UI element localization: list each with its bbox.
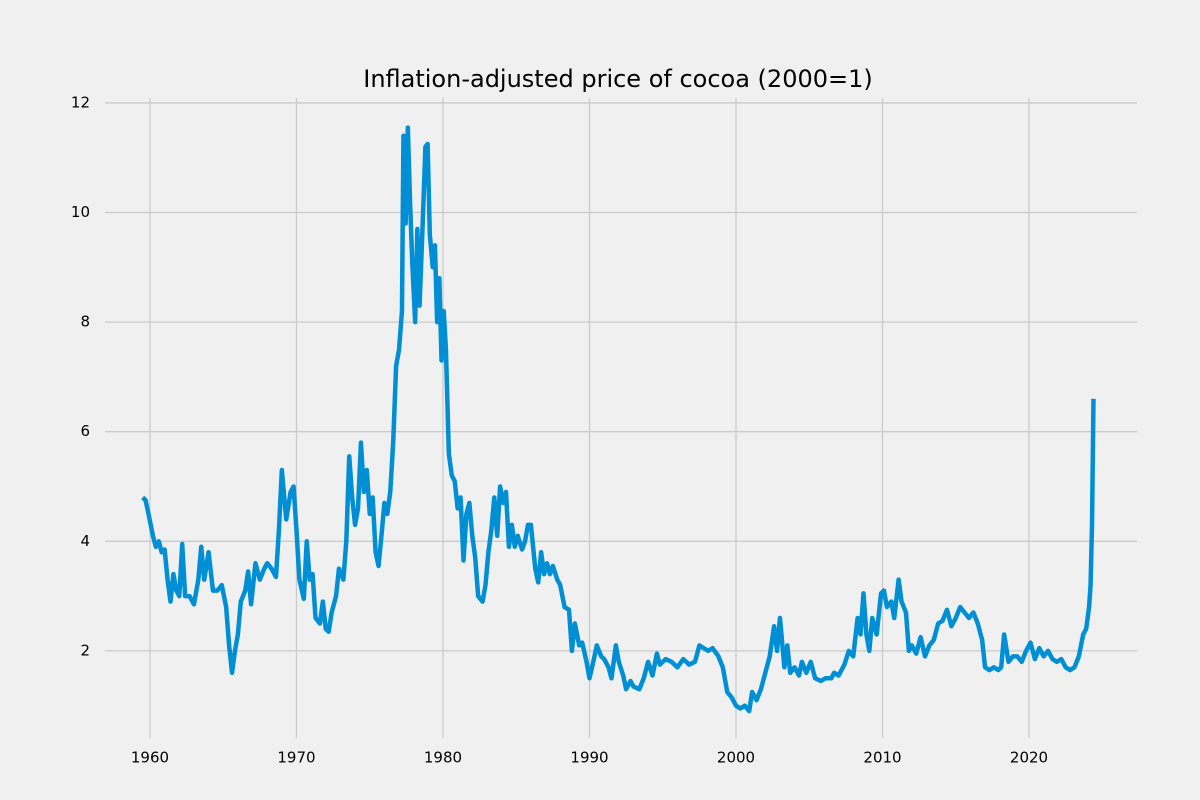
x-tick-label: 1990 [570, 749, 608, 767]
x-tick-label: 2020 [1010, 749, 1048, 767]
y-tick-label: 10 [71, 203, 90, 221]
y-tick-label: 12 [71, 93, 90, 111]
x-tick-label: 2000 [717, 749, 755, 767]
x-tick-label: 1970 [277, 749, 315, 767]
x-tick-label: 1960 [131, 749, 169, 767]
x-tick-label: 2010 [863, 749, 901, 767]
y-tick-label: 6 [80, 422, 90, 440]
y-tick-label: 8 [80, 313, 90, 331]
y-tick-label: 2 [80, 641, 90, 659]
data-line [141, 125, 1096, 714]
y-tick-label: 4 [80, 532, 90, 550]
x-tick-label: 1980 [424, 749, 462, 767]
chart-title: Inflation-adjusted price of cocoa (2000=… [363, 65, 873, 93]
